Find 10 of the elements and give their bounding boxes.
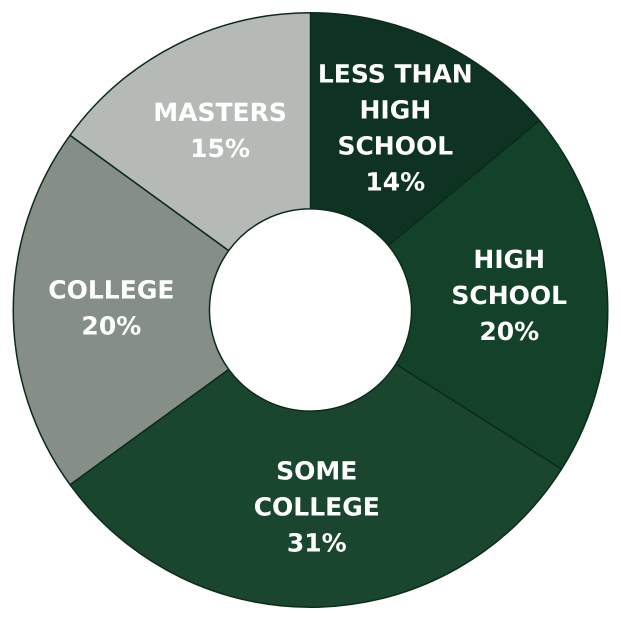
- data-label: 14%: [365, 167, 426, 196]
- slice-label: COLLEGE: [48, 276, 174, 304]
- slice-label: SOME COLLEGE: [254, 456, 380, 522]
- slice-label: LESS THAN HIGH SCHOOL: [318, 59, 473, 160]
- data-label: 15%: [190, 134, 250, 164]
- data-label: 31%: [286, 528, 347, 558]
- slice-label: HIGH SCHOOL: [451, 244, 568, 310]
- data-label: 20%: [479, 316, 540, 346]
- slice-label: MASTERS: [153, 98, 287, 128]
- data-label: 20%: [81, 312, 142, 340]
